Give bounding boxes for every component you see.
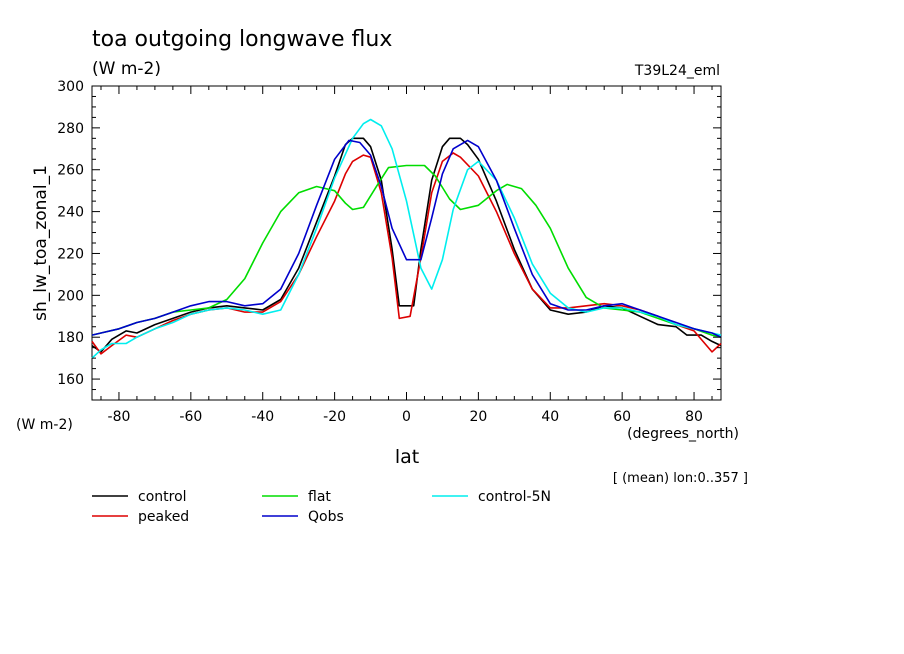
- y-axis-units: (W m-2): [16, 417, 73, 433]
- series-line-flat: [91, 164, 722, 338]
- y-tick-label: 280: [57, 121, 84, 137]
- experiment-label: T39L24_eml: [634, 63, 720, 79]
- legend-label-control-5n: control-5N: [478, 489, 551, 505]
- legend-label-peaked: peaked: [138, 509, 189, 525]
- legend-label-control: control: [138, 489, 187, 505]
- ticks-layer: -80 -60 -40 -20 0 20 40 60 80 160 180 200 220 240 260 2…: [57, 79, 721, 425]
- series-line-qobs: [91, 139, 722, 338]
- x-tick-label: 20: [469, 409, 487, 425]
- legend: control flat control-5N peaked Qobs: [92, 489, 551, 525]
- y-tick-label: 260: [57, 163, 84, 179]
- y-tick-label: 200: [57, 288, 84, 304]
- mean-note: [ (mean) lon:0..357 ]: [613, 471, 748, 486]
- y-tick-label: 180: [57, 330, 84, 346]
- y-tick-label: 300: [57, 79, 84, 95]
- plot-frame: [91, 85, 722, 401]
- x-tick-label: 0: [402, 409, 411, 425]
- series-line-control-5n: [91, 118, 722, 359]
- series-line-peaked: [91, 152, 722, 355]
- y-tick-label: 160: [57, 372, 84, 388]
- plot-area: -80 -60 -40 -20 0 20 40 60 80 160 180 200 220 240 260 2…: [57, 79, 722, 425]
- chart-title: toa outgoing longwave flux: [92, 27, 392, 52]
- x-tick-label: -40: [251, 409, 274, 425]
- legend-label-flat: flat: [308, 489, 331, 505]
- x-tick-label: 40: [541, 409, 559, 425]
- x-axis-label: lat: [395, 446, 419, 468]
- legend-label-qobs: Qobs: [308, 509, 344, 525]
- x-axis-units: (degrees_north): [627, 426, 739, 442]
- chart-units: (W m-2): [92, 59, 161, 79]
- series-layer: [91, 118, 722, 359]
- x-tick-label: 80: [685, 409, 703, 425]
- y-tick-label: 220: [57, 246, 84, 262]
- series-line-control: [91, 137, 722, 353]
- x-tick-label: -80: [108, 409, 131, 425]
- y-tick-label: 240: [57, 205, 84, 221]
- x-tick-label: -20: [323, 409, 346, 425]
- x-tick-label: -60: [179, 409, 202, 425]
- y-axis-label: sh_lw_toa_zonal_1: [31, 165, 51, 321]
- x-tick-label: 60: [613, 409, 631, 425]
